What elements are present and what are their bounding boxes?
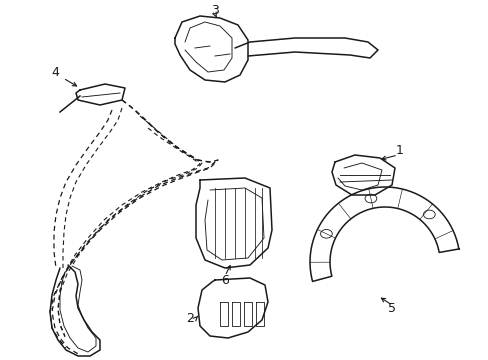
Text: 5: 5 — [387, 302, 395, 315]
Text: 4: 4 — [51, 66, 59, 78]
Text: 3: 3 — [211, 4, 219, 17]
Text: 2: 2 — [185, 311, 194, 324]
Text: 6: 6 — [221, 274, 228, 287]
Text: 1: 1 — [395, 144, 403, 157]
